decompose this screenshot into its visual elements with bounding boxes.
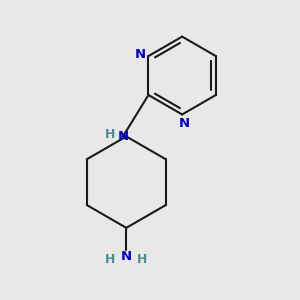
Text: N: N [118, 130, 129, 143]
Text: N: N [121, 250, 132, 263]
Text: H: H [105, 128, 115, 141]
Text: N: N [178, 117, 189, 130]
Text: H: H [105, 253, 115, 266]
Text: N: N [135, 48, 146, 61]
Text: H: H [137, 253, 148, 266]
